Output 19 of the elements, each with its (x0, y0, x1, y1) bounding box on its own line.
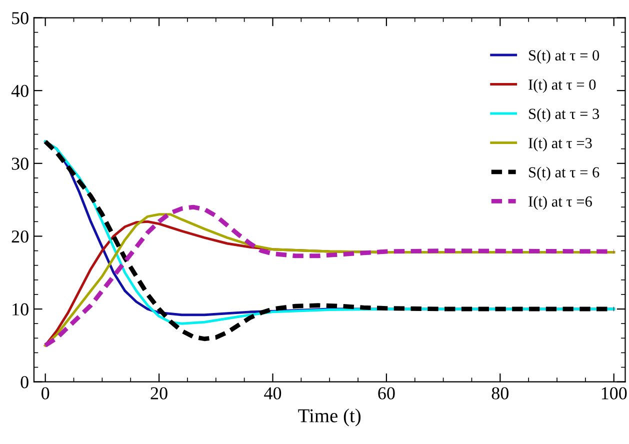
x-tick-label: 20 (150, 387, 168, 400)
x-tick-label: 100 (602, 387, 627, 400)
legend-label: S(t) at τ = 6 (529, 166, 600, 181)
y-tick-label: 0 (20, 376, 28, 388)
y-tick-label: 40 (11, 84, 28, 98)
legend-label: I(t) at τ = 0 (528, 79, 596, 93)
x-tick-label: 80 (492, 387, 508, 400)
x-tick-label: 0 (42, 387, 50, 400)
legend-label: I(t) at τ =6 (528, 196, 592, 210)
y-tick-label: 10 (12, 303, 28, 316)
legend-label: S(t) at τ = 3 (529, 108, 600, 122)
y-tick-label: 30 (12, 158, 28, 170)
x-axis-title: Time (t) (298, 408, 361, 426)
x-tick-label: 40 (264, 387, 282, 400)
y-tick-label: 50 (12, 12, 28, 24)
y-tick-label: 20 (12, 230, 28, 243)
x-tick-label: 60 (378, 387, 395, 400)
legend-label: I(t) at τ =3 (528, 137, 592, 152)
legend-label: S(t) at τ = 0 (529, 50, 600, 64)
